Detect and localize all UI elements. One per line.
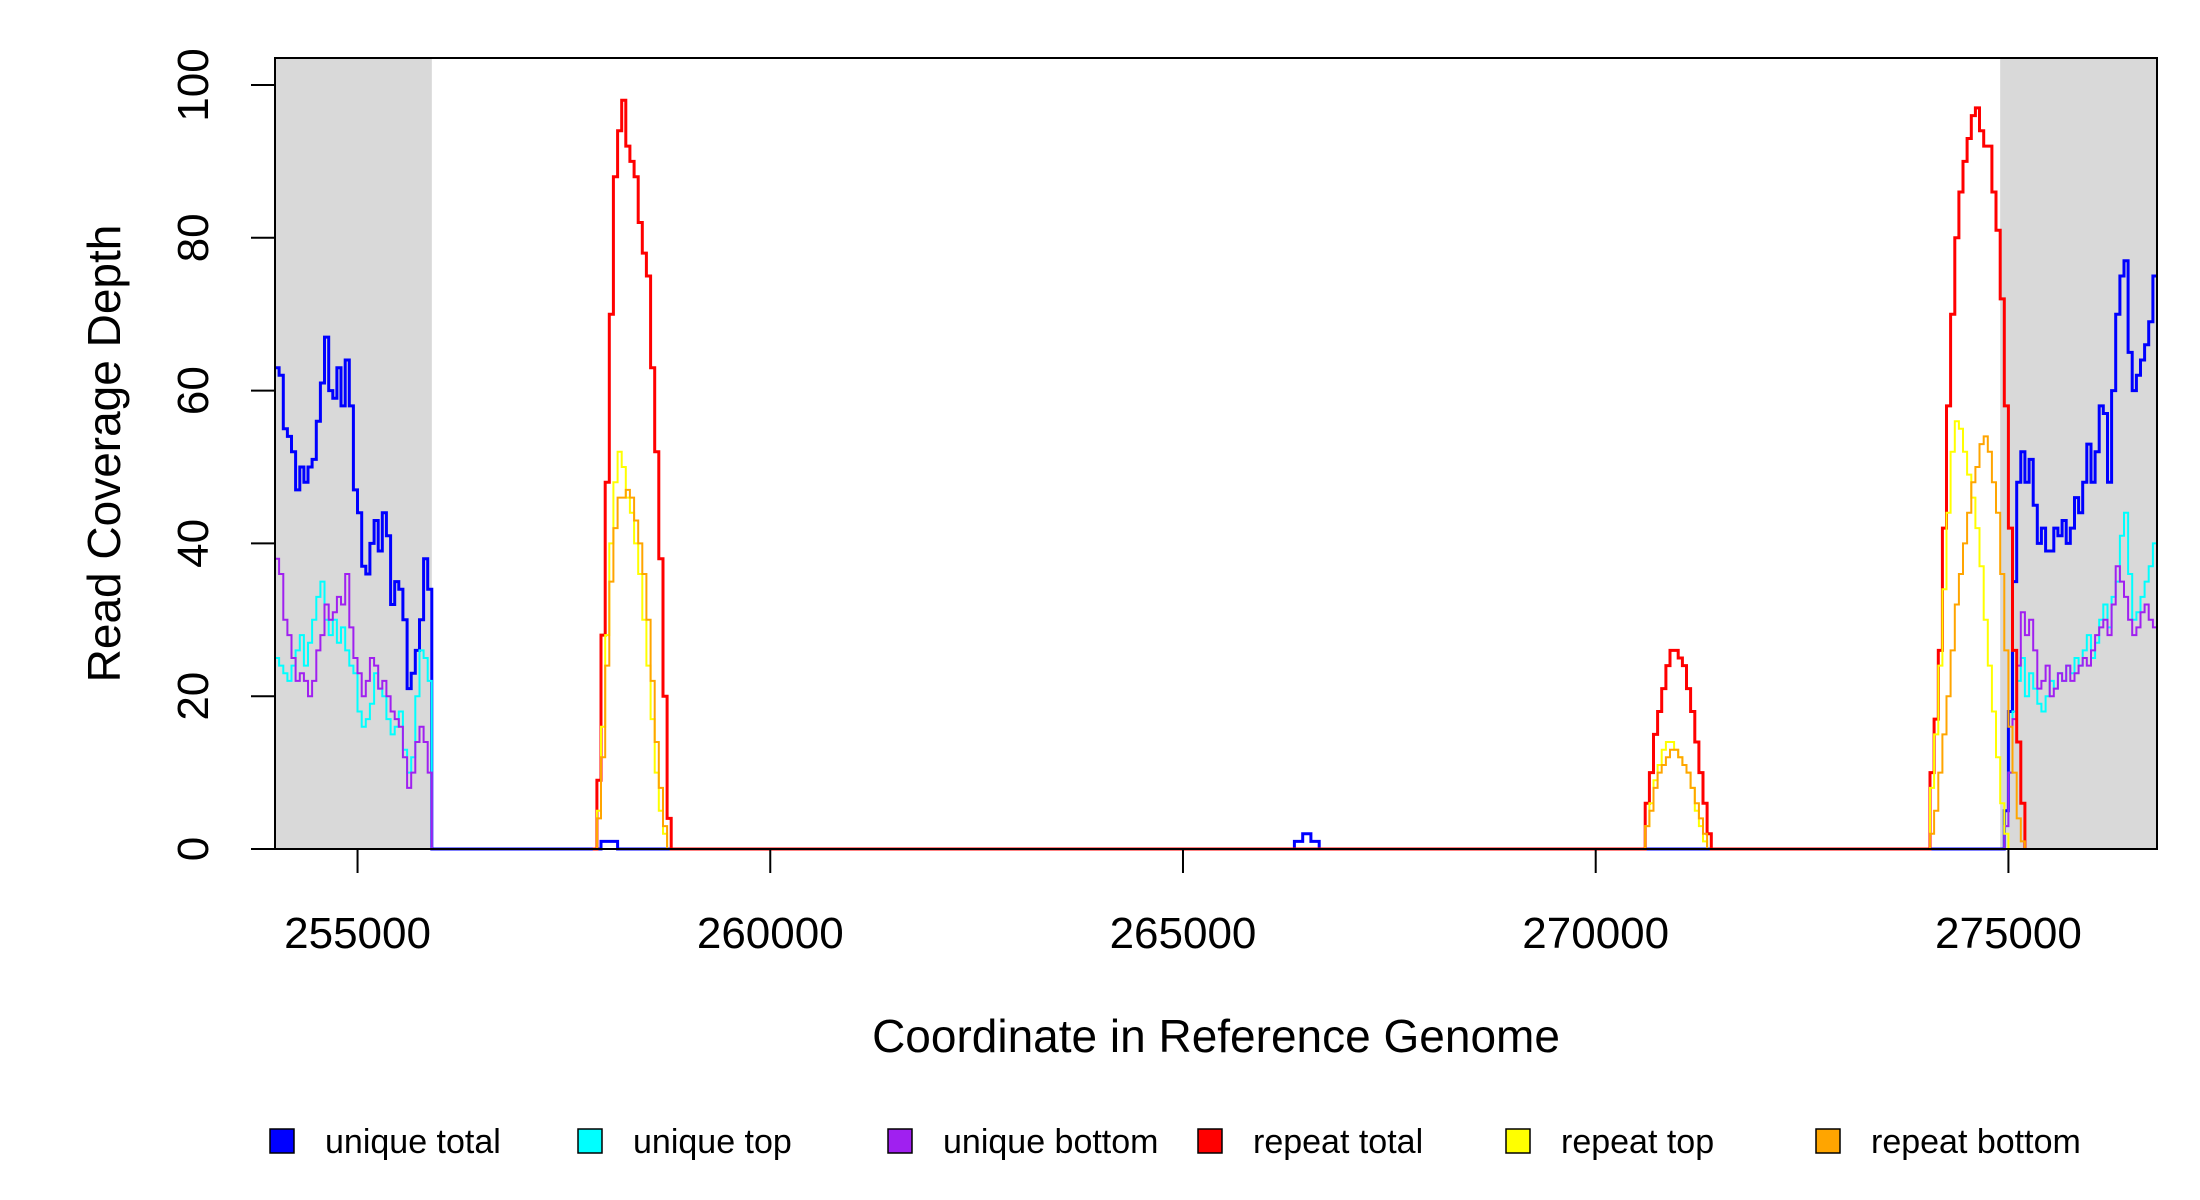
legend-swatch — [1815, 1128, 1841, 1154]
legend-swatch — [269, 1128, 295, 1154]
legend-label: unique top — [633, 1123, 792, 1161]
x-tick-label: 265000 — [1110, 909, 1257, 958]
x-tick-label: 270000 — [1522, 909, 1669, 958]
y-tick-label: 20 — [169, 672, 218, 721]
series-line-repeat-total — [592, 98, 2027, 851]
y-tick-label: 0 — [169, 837, 218, 861]
series-line-repeat-bottom — [592, 435, 2026, 850]
x-tick-label: 260000 — [697, 909, 844, 958]
legend-label: repeat top — [1561, 1123, 1714, 1161]
legend-label: repeat bottom — [1871, 1123, 2081, 1161]
legend-swatch — [1505, 1128, 1531, 1154]
x-tick-label: 255000 — [284, 909, 431, 958]
legend-swatch — [1197, 1128, 1223, 1154]
y-axis: 0 20 40 60 80 100 — [169, 48, 276, 861]
legend: unique total unique top unique bottom repea… — [269, 1123, 2081, 1161]
y-tick-label: 60 — [169, 366, 218, 415]
legend-label: unique total — [325, 1123, 501, 1161]
series-lines — [275, 98, 2157, 851]
shaded-regions — [275, 58, 2157, 849]
y-tick-label: 40 — [169, 519, 218, 568]
legend-swatch — [577, 1128, 603, 1154]
series-line-unique-total — [275, 259, 2157, 851]
y-tick-label: 80 — [169, 213, 218, 262]
legend-swatch — [887, 1128, 913, 1154]
legend-label: repeat total — [1253, 1123, 1423, 1161]
y-tick-label: 100 — [169, 48, 218, 121]
y-axis-title: Read Coverage Depth — [78, 225, 130, 683]
series-line-unique-bottom — [275, 557, 2157, 850]
plot-frame — [274, 57, 2158, 850]
x-axis: 255000 260000 265000 270000 275000 — [284, 848, 2082, 958]
series-line-repeat-top — [592, 420, 2010, 850]
legend-label: unique bottom — [943, 1123, 1159, 1161]
series-line-unique-top — [275, 511, 2157, 850]
x-axis-title: Coordinate in Reference Genome — [872, 1010, 1560, 1062]
x-tick-label: 275000 — [1935, 909, 2082, 958]
